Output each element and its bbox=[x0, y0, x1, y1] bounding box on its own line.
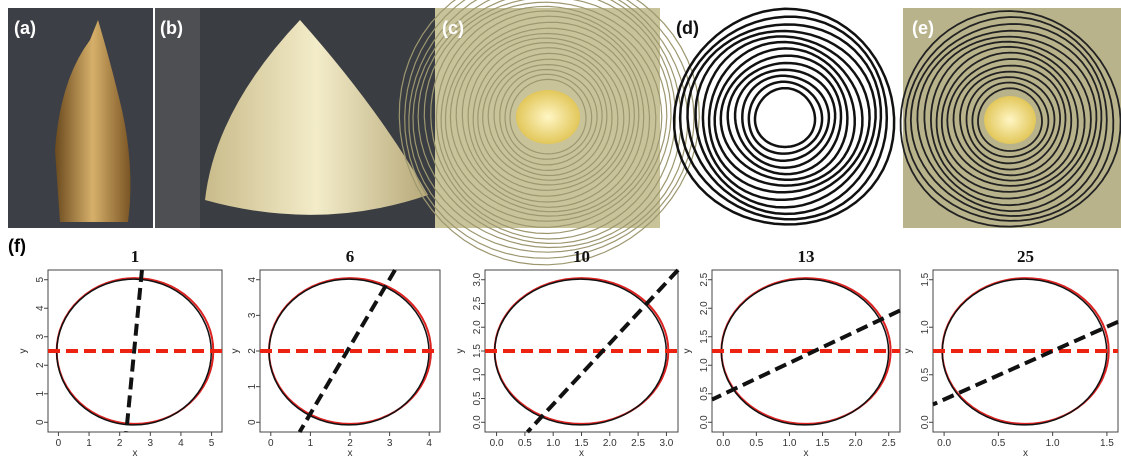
y-tick-label: 1 bbox=[35, 391, 46, 397]
x-tick-label: 3.0 bbox=[659, 438, 673, 449]
plot-title: 10 bbox=[573, 247, 590, 266]
y-axis-label: y bbox=[18, 349, 29, 354]
x-tick-label: 2.5 bbox=[631, 438, 645, 449]
x-axis-label: x bbox=[804, 448, 809, 459]
x-tick-label: 1 bbox=[308, 438, 314, 449]
x-tick-label: 0.5 bbox=[518, 438, 532, 449]
x-tick-label: 4 bbox=[178, 438, 184, 449]
y-axis-label: y bbox=[903, 349, 914, 354]
y-tick-label: 4 bbox=[35, 305, 46, 311]
plot: 1 0 1 2 3 4 5 0 1 2 3 4 5 x y bbox=[18, 247, 222, 459]
ring bbox=[728, 63, 841, 174]
y-tick-label: 0 bbox=[247, 419, 258, 425]
x-tick-label: 1.0 bbox=[1046, 438, 1060, 449]
y-tick-label: 2.0 bbox=[699, 301, 710, 315]
x-tick-label: 0 bbox=[268, 438, 274, 449]
x-tick-label: 1.0 bbox=[783, 438, 797, 449]
y-tick-label: 0.0 bbox=[920, 415, 931, 429]
x-tick-label: 0 bbox=[56, 438, 62, 449]
y-tick-label: 2.5 bbox=[699, 272, 710, 286]
plot-title: 6 bbox=[346, 247, 355, 266]
x-tick-label: 0.5 bbox=[991, 438, 1005, 449]
plot: 25 0.0 0.5 1.0 1.5 0.0 0.5 1.0 1.5 x y bbox=[903, 247, 1118, 459]
x-tick-label: 4 bbox=[426, 438, 432, 449]
y-tick-label: 1.5 bbox=[472, 344, 483, 358]
x-axis-label: x bbox=[1023, 448, 1028, 459]
panel-label: (e) bbox=[912, 18, 934, 38]
plot-title: 25 bbox=[1017, 247, 1034, 266]
y-tick-label: 4 bbox=[247, 277, 258, 283]
x-tick-label: 1.5 bbox=[816, 438, 830, 449]
plots-label: (f) bbox=[8, 236, 26, 256]
photo-c bbox=[399, 0, 699, 265]
x-tick-label: 2 bbox=[117, 438, 123, 449]
y-tick-label: 1.0 bbox=[472, 367, 483, 381]
x-tick-label: 1.5 bbox=[1100, 438, 1114, 449]
ring bbox=[755, 88, 815, 147]
y-tick-label: 1.0 bbox=[920, 320, 931, 334]
x-tick-label: 0.0 bbox=[937, 438, 951, 449]
x-axis-label: x bbox=[133, 448, 138, 459]
panel-label: (a) bbox=[14, 18, 36, 38]
panel-label: (b) bbox=[160, 18, 183, 38]
y-tick-label: 1.5 bbox=[699, 329, 710, 343]
x-tick-label: 3 bbox=[148, 438, 154, 449]
x-axis-label: x bbox=[579, 448, 584, 459]
ring bbox=[709, 42, 862, 192]
x-tick-label: 3 bbox=[387, 438, 393, 449]
rings-drawing bbox=[674, 9, 894, 225]
x-tick-label: 0.0 bbox=[716, 438, 730, 449]
plot-title: 1 bbox=[131, 247, 140, 266]
y-tick-label: 2 bbox=[35, 362, 46, 368]
panel-label: (d) bbox=[676, 18, 699, 38]
y-tick-label: 3 bbox=[247, 312, 258, 318]
x-tick-label: 1.0 bbox=[546, 438, 560, 449]
x-tick-label: 1 bbox=[86, 438, 92, 449]
y-tick-label: 1.5 bbox=[920, 272, 931, 286]
plot-title: 13 bbox=[798, 247, 815, 266]
y-tick-label: 3.0 bbox=[472, 272, 483, 286]
y-tick-label: 0.5 bbox=[699, 386, 710, 400]
y-tick-label: 1 bbox=[247, 383, 258, 389]
y-axis-label: y bbox=[455, 349, 466, 354]
y-tick-label: 0 bbox=[35, 419, 46, 425]
figure: (a)(b)(c)(d)(e) (f) 1012345012345xy60123… bbox=[0, 0, 1121, 459]
panel-label: (c) bbox=[442, 18, 464, 38]
y-tick-label: 5 bbox=[35, 277, 46, 283]
y-tick-label: 0.0 bbox=[699, 415, 710, 429]
plot: 13 0.0 0.5 1.0 1.5 2.0 2.5 0.0 0.5 1.0 1.5 2.0 2.5 x y bbox=[682, 247, 900, 459]
photo-e bbox=[901, 8, 1121, 228]
y-tick-label: 1.0 bbox=[699, 358, 710, 372]
y-tick-label: 3 bbox=[35, 334, 46, 340]
x-tick-label: 2.0 bbox=[849, 438, 863, 449]
x-tick-label: 5 bbox=[209, 438, 215, 449]
x-tick-label: 2.0 bbox=[603, 438, 617, 449]
y-axis-label: y bbox=[682, 349, 693, 354]
photo-a bbox=[8, 8, 153, 228]
y-tick-label: 0.5 bbox=[472, 391, 483, 405]
major-axis-line bbox=[933, 322, 1118, 405]
major-axis-line bbox=[300, 270, 395, 432]
y-tick-label: 2 bbox=[247, 348, 258, 354]
x-axis-label: x bbox=[348, 448, 353, 459]
y-tick-label: 0.5 bbox=[920, 367, 931, 381]
y-tick-label: 2.5 bbox=[472, 296, 483, 310]
major-axis-line bbox=[712, 311, 900, 400]
x-tick-label: 2.5 bbox=[882, 438, 896, 449]
x-tick-label: 0.5 bbox=[749, 438, 763, 449]
y-tick-label: 0.0 bbox=[472, 415, 483, 429]
y-tick-label: 2.0 bbox=[472, 320, 483, 334]
x-tick-label: 0.0 bbox=[490, 438, 504, 449]
ring bbox=[749, 82, 822, 154]
y-axis-label: y bbox=[230, 349, 241, 354]
photo-b bbox=[155, 8, 435, 228]
